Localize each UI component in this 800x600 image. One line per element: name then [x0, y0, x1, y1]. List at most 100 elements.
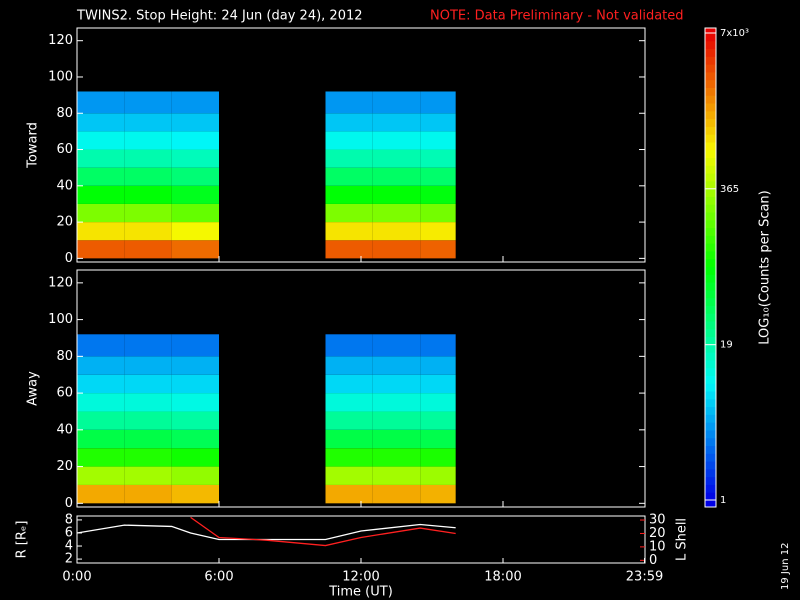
heat-cell — [124, 393, 172, 412]
heat-cell — [325, 222, 373, 241]
heat-cell — [77, 222, 125, 241]
colorbar-step — [705, 40, 716, 50]
x-tick-label: 12:00 — [342, 570, 379, 585]
heat-cell — [77, 484, 125, 504]
heat-cell — [124, 334, 172, 357]
colorbar-step — [705, 398, 716, 408]
heat-cell — [420, 411, 456, 430]
colorbar-step — [705, 297, 716, 306]
heat-cell — [171, 466, 219, 485]
y-tick-label: 100 — [48, 69, 73, 84]
heat-cell — [77, 113, 125, 132]
series-line — [77, 523, 456, 541]
heat-cell — [372, 91, 421, 114]
heat-cell — [77, 131, 125, 150]
colorbar-step — [705, 56, 716, 65]
heat-cell — [372, 167, 421, 186]
heat-cell — [325, 466, 373, 485]
y2-tick-label: 20 — [649, 526, 666, 541]
heat-cell — [420, 149, 456, 168]
heat-cell — [171, 131, 219, 150]
colorbar-step — [705, 33, 716, 42]
colorbar-step — [705, 453, 716, 462]
note: NOTE: Data Preliminary - Not validated — [430, 9, 684, 24]
colorbar-step — [705, 235, 716, 244]
y-tick-label: 2 — [65, 552, 73, 567]
colorbar-step — [705, 118, 716, 127]
heat-cell — [171, 91, 219, 114]
heat-cell — [325, 429, 373, 449]
colorbar-step — [705, 468, 716, 478]
heat-cell — [171, 167, 219, 186]
heat-cell — [77, 466, 125, 485]
heat-cell — [77, 411, 125, 430]
heat-cell — [77, 448, 125, 467]
colorbar-step — [705, 476, 716, 485]
heat-cell — [372, 185, 421, 204]
y-tick-label: 4 — [65, 539, 73, 554]
heat-cell — [171, 149, 219, 168]
colorbar-step — [705, 180, 716, 190]
heat-cell — [171, 429, 219, 449]
heat-cell — [325, 334, 373, 357]
y-tick-label: 120 — [48, 33, 73, 48]
heat-cell — [372, 411, 421, 430]
heat-cell — [325, 240, 373, 259]
colorbar-step — [705, 492, 716, 501]
colorbar-step — [705, 126, 716, 135]
heat-cell — [420, 167, 456, 186]
x-tick-label: 18:00 — [484, 570, 521, 585]
colorbar-step — [705, 227, 716, 236]
colorbar-tick-label: 7x10³ — [720, 28, 749, 39]
heat-cell — [420, 91, 456, 114]
colorbar-step — [705, 173, 716, 182]
heat-cell — [171, 334, 219, 357]
colorbar-step — [705, 64, 716, 73]
colorbar-cap — [705, 28, 716, 33]
colorbar-cap — [705, 500, 716, 507]
colorbar-step — [705, 157, 716, 166]
heat-cell — [325, 185, 373, 204]
heat-cell — [77, 185, 125, 204]
heat-cell — [372, 448, 421, 467]
heat-cell — [171, 393, 219, 412]
y-tick-label: 6 — [65, 525, 73, 540]
heat-cell — [124, 131, 172, 150]
heat-cell — [171, 240, 219, 259]
heat-cell — [77, 374, 125, 394]
colorbar-step — [705, 414, 716, 423]
colorbar-step — [705, 305, 716, 314]
colorbar-step — [705, 313, 716, 322]
heat-cell — [420, 356, 456, 375]
colorbar-step — [705, 282, 716, 291]
heat-cell — [171, 356, 219, 375]
colorbar-step — [705, 103, 716, 112]
heat-cell — [325, 203, 373, 223]
colorbar-step — [705, 141, 716, 151]
colorbar-step — [705, 422, 716, 431]
y-tick-label: 60 — [56, 142, 73, 157]
date-stamp: 19 Jun 12 — [780, 543, 791, 590]
heat-cell — [77, 203, 125, 223]
colorbar-step — [705, 110, 716, 120]
heat-cell — [420, 131, 456, 150]
heat-cell — [124, 466, 172, 485]
heat-cell — [325, 374, 373, 394]
colorbar-step — [705, 196, 716, 205]
heat-cell — [420, 113, 456, 132]
y-tick-label: 0 — [65, 251, 73, 266]
colorbar-step — [705, 134, 716, 143]
heat-cell — [372, 203, 421, 223]
y-tick-label: 8 — [65, 512, 73, 527]
heat-cell — [325, 149, 373, 168]
y-axis-label: Away — [26, 371, 41, 406]
heat-cell — [420, 484, 456, 504]
colorbar-step — [705, 406, 716, 415]
plot-frame — [76, 515, 646, 564]
y-tick-label: 100 — [48, 312, 73, 327]
heat-cell — [325, 356, 373, 375]
heat-cell — [171, 222, 219, 241]
y-axis-label: R [Rₑ] — [15, 521, 30, 559]
heat-cell — [372, 484, 421, 504]
